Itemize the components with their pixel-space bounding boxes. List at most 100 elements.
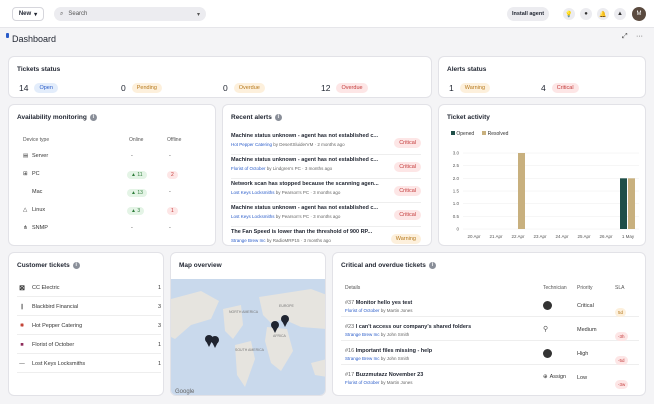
bell-icon[interactable]: 🔔	[597, 8, 609, 20]
alert-icon[interactable]: ▲	[614, 8, 626, 20]
locksmith-logo: —	[19, 360, 25, 367]
user-add-icon: ⊕	[543, 374, 548, 380]
device-row-server[interactable]: ▤ Server	[23, 153, 49, 159]
list-item[interactable]: ■ Florist of October 1	[17, 336, 161, 354]
alert-title: Machine status unknown - agent has not e…	[231, 205, 378, 211]
technician-placeholder-icon[interactable]: ⚲	[543, 326, 549, 333]
y-tick-label: 0	[456, 227, 459, 232]
technician-avatar[interactable]	[543, 349, 552, 358]
device-row-mac[interactable]: Mac	[32, 189, 43, 195]
stat-critical[interactable]: 4 Critical	[541, 83, 579, 93]
alert-title: The Fan Speed is lower than the threshol…	[231, 229, 373, 235]
x-tick-label: 22 Apr	[511, 234, 525, 239]
search-placeholder: Search	[68, 11, 88, 17]
table-row[interactable]: #23 I can't access our company's shared …	[341, 321, 639, 341]
more-icon[interactable]: ···	[636, 33, 643, 40]
map-label-europe: EUROPE	[279, 304, 294, 308]
alert-item[interactable]: Machine status unknown - agent has not e…	[231, 133, 421, 155]
alert-badge: Critical	[394, 210, 421, 220]
table-row[interactable]: #16 Important files missing - help Stran…	[341, 345, 639, 365]
y-tick-label: 3.0	[453, 151, 460, 156]
alert-meta: Strange Brew Inc by RadioMRP15 · 3 month…	[231, 238, 331, 243]
online-badge[interactable]: ▲ 11	[127, 171, 147, 179]
alert-meta: Lost Keys Locksmiths by Pearson's PC · 3…	[231, 214, 341, 219]
new-label: New	[18, 11, 32, 17]
legend-opened[interactable]: Opened	[451, 131, 474, 137]
list-item[interactable]: ✺ Hot Pepper Catering 3	[17, 317, 161, 335]
alert-item[interactable]: Machine status unknown - agent has not e…	[231, 157, 421, 179]
online-value: -	[131, 153, 133, 159]
alert-meta: Hot Pepper Catering by DesertSluiderVM ·…	[231, 142, 345, 147]
expand-icon[interactable]: ⤢	[622, 33, 628, 40]
map-card: Map overview NORTH AMERICA EUROPE AFRICA…	[170, 252, 326, 396]
list-item[interactable]: ❙ Blackbird Financial 3	[17, 298, 161, 316]
alert-badge: Critical	[394, 186, 421, 196]
stat-overdue[interactable]: 12 Overdue	[321, 83, 368, 93]
alert-item[interactable]: Machine status unknown - agent has not e…	[231, 205, 421, 227]
device-row-linux[interactable]: △ Linux	[23, 207, 46, 213]
chart-legend: Opened Resolved	[451, 131, 508, 137]
x-tick-label: 25 Apr	[577, 234, 591, 239]
server-icon: ▤	[23, 153, 29, 159]
alert-badge: Warning	[390, 234, 421, 244]
new-button[interactable]: New ▾	[12, 7, 44, 21]
blackbird-logo: ❙	[19, 303, 25, 310]
info-icon[interactable]: i	[428, 262, 436, 269]
x-tick-label: 1 May	[622, 234, 635, 239]
online-badge[interactable]: ▲ 13	[127, 189, 147, 197]
assign-button[interactable]: ⊕ Assign	[543, 374, 567, 380]
info-icon[interactable]: i	[274, 114, 282, 121]
bulb-icon[interactable]: 💡	[563, 8, 575, 20]
offline-value: -	[169, 225, 171, 231]
offline-badge[interactable]: 2	[167, 171, 178, 179]
alert-meta: Florist of October by Lindgren's PC · 3 …	[231, 166, 333, 171]
alert-badge: Critical	[394, 162, 421, 172]
stat-due-today[interactable]: 0 Overdue	[223, 83, 265, 93]
priority-value: Medium	[577, 327, 597, 333]
col-details: Details	[345, 285, 361, 291]
y-tick-label: 1.5	[453, 189, 460, 194]
bar-resolved	[628, 178, 635, 229]
info-icon[interactable]: i	[89, 114, 97, 121]
offline-value: -	[169, 189, 171, 195]
avatar[interactable]: M	[632, 7, 646, 21]
offline-badge[interactable]: 1	[167, 207, 178, 215]
device-row-snmp[interactable]: ⋔ SNMP	[23, 225, 48, 231]
linux-icon: △	[23, 207, 28, 213]
top-bar: New ▾ ⌕ Search ▾ Install agent 💡 ● 🔔 ▲ M	[0, 0, 654, 28]
x-tick-label: 26 Apr	[599, 234, 613, 239]
col-offline: Offline	[167, 137, 182, 143]
page-title: Dashboard	[12, 34, 57, 44]
online-badge[interactable]: ▲ 3	[127, 207, 145, 215]
y-tick-label: 1.0	[453, 201, 460, 206]
priority-value: Low	[577, 375, 588, 381]
sla-badge: -3h	[615, 325, 628, 343]
list-item[interactable]: — Lost Keys Locksmiths 1	[17, 355, 161, 373]
map-pin-icon	[211, 336, 219, 348]
x-tick-label: 20 Apr	[467, 234, 481, 239]
list-item[interactable]: ⊠ CC Electric 1	[17, 279, 161, 297]
stat-warning[interactable]: 1 Warning	[449, 83, 491, 93]
table-row[interactable]: #37 Monitor hello yes test Florist of Oc…	[341, 297, 639, 317]
ticket-activity-card: Ticket activity Opened Resolved 0 0.5 1.0 1…	[438, 104, 646, 246]
stat-pending[interactable]: 0 Pending	[121, 83, 162, 93]
stat-open[interactable]: 14 Open	[19, 83, 58, 93]
chat-icon[interactable]: ●	[580, 8, 592, 20]
map-pin-icon	[271, 321, 279, 333]
alert-item[interactable]: Network scan has stopped because the sca…	[231, 181, 421, 203]
customer-tickets-card: Customer tickets i ⊠ CC Electric 1 ❙ Blackbi…	[8, 252, 164, 396]
install-agent-button[interactable]: Install agent	[507, 7, 549, 21]
tickets-status-card: Tickets status 14 Open 0 Pending 0 Overdue …	[8, 56, 432, 98]
table-row[interactable]: #17 Buzzmutazz November 23 Florist of Oc…	[341, 369, 639, 389]
chevron-down-icon: ▾	[34, 11, 38, 18]
technician-avatar[interactable]	[543, 301, 552, 310]
world-map[interactable]: NORTH AMERICA EUROPE AFRICA SOUTH AMERIC…	[171, 279, 326, 396]
device-row-pc[interactable]: ⊞ PC	[23, 171, 40, 177]
info-icon[interactable]: i	[72, 262, 80, 269]
bar-resolved	[518, 153, 525, 229]
windows-icon: ⊞	[23, 171, 28, 177]
search-input[interactable]: ⌕ Search ▾	[54, 7, 206, 21]
legend-resolved[interactable]: Resolved	[482, 131, 508, 137]
recent-alerts-title: Recent alerts i	[231, 114, 282, 121]
alert-item[interactable]: The Fan Speed is lower than the threshol…	[231, 229, 421, 245]
